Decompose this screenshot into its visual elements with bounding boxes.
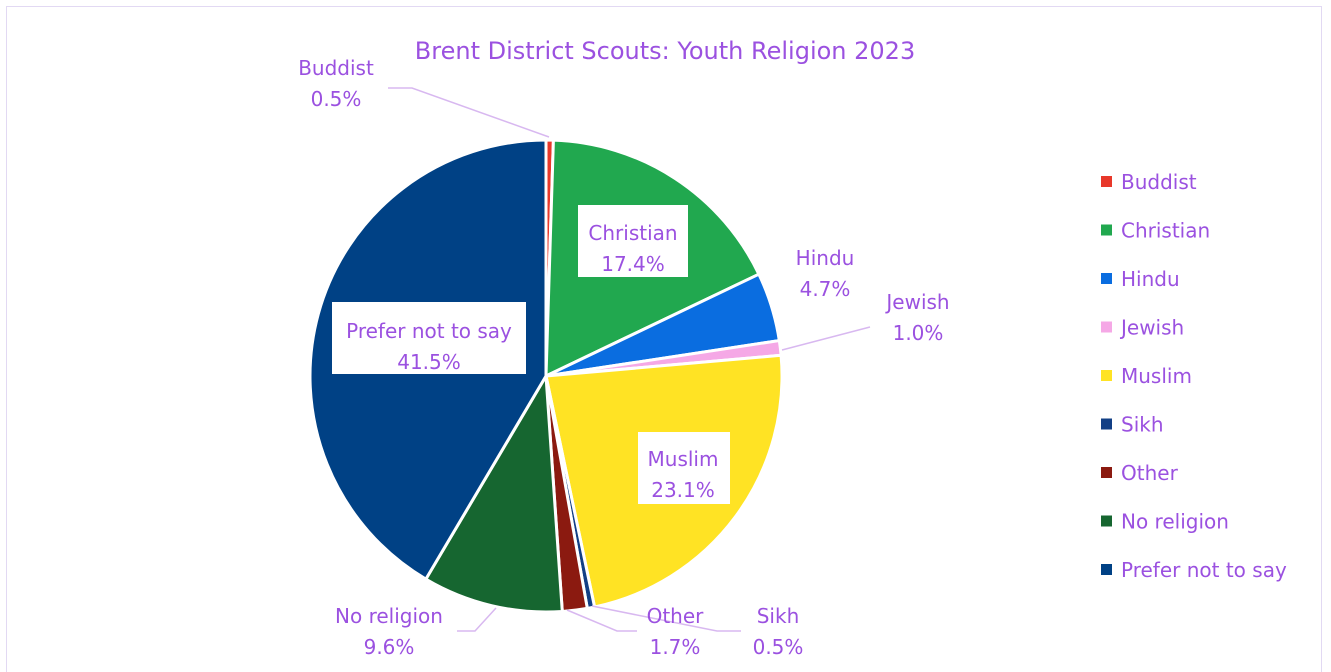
legend-swatch-christian [1101, 224, 1112, 236]
data-label-name-christian: Christian [588, 221, 677, 245]
legend-swatch-buddist [1101, 176, 1112, 187]
data-label-name-jewish: Jewish [884, 290, 949, 314]
legend: Buddist Christian Hindu Jewish Muslim Sikh Oth… [1101, 170, 1287, 582]
data-label-value-christian: 17.4% [601, 252, 665, 276]
leader-lines [388, 87, 871, 632]
data-label-value-buddist: 0.5% [311, 87, 362, 111]
leader-line-other [566, 609, 637, 632]
legend-swatch-jewish [1101, 321, 1112, 333]
legend-label-other: Other [1121, 461, 1179, 485]
label-box-muslim [638, 432, 730, 504]
label-box-christian [578, 205, 688, 277]
leader-line-buddist [388, 87, 550, 138]
data-label-name-no-religion: No religion [335, 604, 443, 628]
legend-swatch-no-religion [1101, 515, 1112, 527]
legend-swatch-other [1101, 467, 1112, 478]
chart-title: Brent District Scouts: Youth Religion 20… [415, 37, 915, 65]
legend-swatch-sikh [1101, 418, 1112, 430]
data-labels: Buddist 0.5% Christian 17.4% Hindu 4.7% Jewish… [298, 56, 949, 659]
legend-label-prefer-not-to-say: Prefer not to say [1121, 558, 1287, 582]
legend-swatch-hindu [1101, 273, 1112, 284]
legend-label-christian: Christian [1121, 219, 1210, 243]
data-label-name-other: Other [647, 604, 705, 628]
legend-label-sikh: Sikh [1121, 413, 1164, 437]
data-label-name-muslim: Muslim [648, 447, 719, 471]
data-label-value-jewish: 1.0% [893, 321, 944, 345]
slice-no-religion [424, 374, 564, 614]
pie-slices [308, 138, 784, 614]
data-label-name-sikh: Sikh [757, 604, 800, 628]
leader-line-sikh [591, 605, 741, 632]
legend-label-buddist: Buddist [1121, 170, 1197, 194]
data-label-value-no-religion: 9.6% [364, 635, 415, 659]
legend-label-hindu: Hindu [1121, 267, 1180, 291]
data-label-value-muslim: 23.1% [651, 478, 715, 502]
legend-label-no-religion: No religion [1121, 510, 1229, 534]
data-label-value-prefer-not-to-say: 41.5% [397, 350, 461, 374]
data-label-value-sikh: 0.5% [753, 635, 804, 659]
data-label-value-hindu: 4.7% [800, 277, 851, 301]
leader-line-jewish [781, 326, 871, 351]
data-label-value-other: 1.7% [650, 635, 701, 659]
legend-swatch-muslim [1101, 370, 1112, 381]
data-label-name-prefer-not-to-say: Prefer not to say [346, 319, 512, 343]
data-label-name-buddist: Buddist [298, 56, 374, 80]
legend-label-jewish: Jewish [1119, 316, 1184, 340]
legend-label-muslim: Muslim [1121, 364, 1192, 388]
leader-line-no-religion [457, 607, 497, 632]
legend-swatch-prefer-not-to-say [1101, 564, 1112, 575]
label-box-prefer-not-to-say [332, 302, 526, 374]
data-label-name-hindu: Hindu [796, 246, 855, 270]
